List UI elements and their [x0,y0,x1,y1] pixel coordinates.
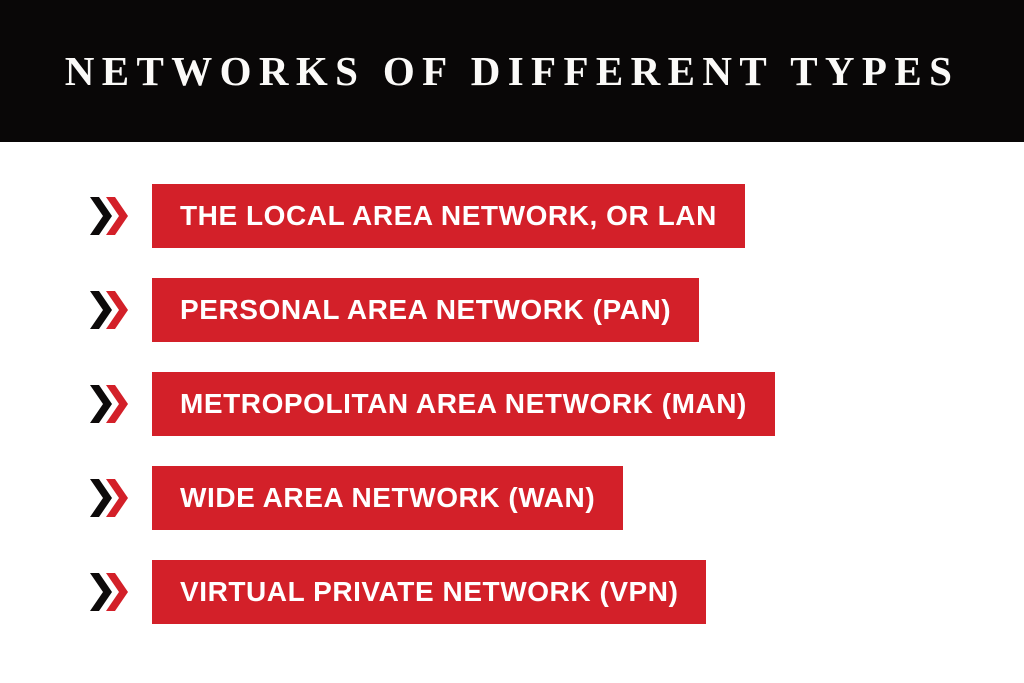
list-item-box: VIRTUAL PRIVATE NETWORK (VPN) [152,560,706,624]
header: NETWORKS OF DIFFERENT TYPES [0,0,1024,142]
list-item: THE LOCAL AREA NETWORK, OR LAN [90,184,1024,248]
list-item-box: METROPOLITAN AREA NETWORK (MAN) [152,372,775,436]
chevron-right-icon [106,385,128,423]
list-item-label: METROPOLITAN AREA NETWORK (MAN) [180,388,747,420]
page-title: NETWORKS OF DIFFERENT TYPES [65,47,960,95]
double-chevron-icon [90,197,128,235]
list-item-box: THE LOCAL AREA NETWORK, OR LAN [152,184,745,248]
double-chevron-icon [90,573,128,611]
double-chevron-icon [90,479,128,517]
list-item-label: THE LOCAL AREA NETWORK, OR LAN [180,200,717,232]
list-item-label: VIRTUAL PRIVATE NETWORK (VPN) [180,576,678,608]
list-item: PERSONAL AREA NETWORK (PAN) [90,278,1024,342]
list-item-label: PERSONAL AREA NETWORK (PAN) [180,294,671,326]
list-item: METROPOLITAN AREA NETWORK (MAN) [90,372,1024,436]
double-chevron-icon [90,291,128,329]
chevron-right-icon [106,197,128,235]
network-list: THE LOCAL AREA NETWORK, OR LAN PERSONAL A… [0,142,1024,624]
list-item-box: PERSONAL AREA NETWORK (PAN) [152,278,699,342]
chevron-right-icon [106,573,128,611]
list-item: WIDE AREA NETWORK (WAN) [90,466,1024,530]
chevron-right-icon [106,479,128,517]
list-item-box: WIDE AREA NETWORK (WAN) [152,466,623,530]
double-chevron-icon [90,385,128,423]
list-item-label: WIDE AREA NETWORK (WAN) [180,482,595,514]
list-item: VIRTUAL PRIVATE NETWORK (VPN) [90,560,1024,624]
chevron-right-icon [106,291,128,329]
